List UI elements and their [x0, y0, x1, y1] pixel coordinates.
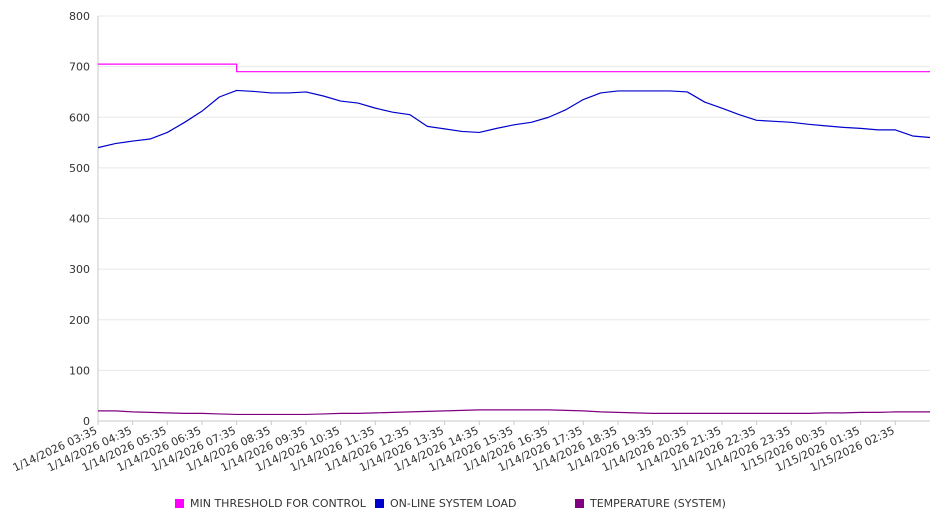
- legend-swatch-min-threshold: [175, 499, 184, 508]
- y-tick-label: 600: [69, 111, 90, 124]
- y-tick-label: 400: [69, 213, 90, 226]
- series-line-system-load: [97, 89, 931, 149]
- y-tick-label: 500: [69, 162, 90, 175]
- y-tick-label: 700: [69, 61, 90, 74]
- y-tick-label: 800: [69, 10, 90, 23]
- legend-item-temperature: TEMPERATURE (SYSTEM): [575, 497, 726, 510]
- series-line-min-threshold: [98, 63, 930, 73]
- legend-item-system-load: ON-LINE SYSTEM LOAD: [375, 497, 516, 510]
- legend: MIN THRESHOLD FOR CONTROL ON-LINE SYSTEM…: [0, 497, 946, 515]
- y-tick-label: 0: [83, 415, 90, 428]
- legend-label-system-load: ON-LINE SYSTEM LOAD: [390, 497, 517, 510]
- y-tick-label: 100: [69, 364, 90, 377]
- y-tick-label: 200: [69, 314, 90, 327]
- legend-item-min-threshold: MIN THRESHOLD FOR CONTROL: [175, 497, 366, 510]
- series-line-temperature: [98, 409, 930, 416]
- legend-swatch-temperature: [575, 499, 584, 508]
- legend-swatch-system-load: [375, 499, 384, 508]
- legend-label-temperature: TEMPERATURE (SYSTEM): [590, 497, 726, 510]
- legend-label-min-threshold: MIN THRESHOLD FOR CONTROL: [190, 497, 366, 510]
- y-tick-label: 300: [69, 263, 90, 276]
